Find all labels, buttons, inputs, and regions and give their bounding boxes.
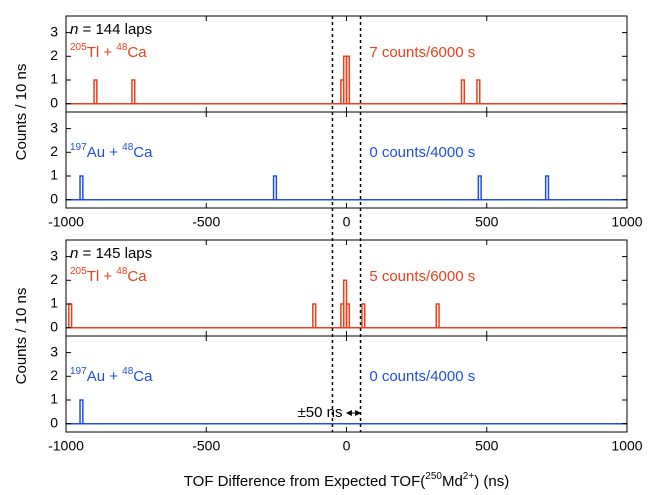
y-tick-label: 2 — [50, 271, 58, 287]
text-part: Au + — [87, 368, 122, 385]
text-part: Tl + — [87, 268, 117, 285]
text-part: 205 — [70, 266, 87, 277]
panel: 0 1 2 3 -1000 -500 0 500 1000 197Au + 48Ca 0 count… — [48, 111, 643, 230]
histogram-bin — [312, 303, 317, 328]
x-tick-label: 0 — [343, 438, 351, 454]
text-part: n — [70, 245, 78, 262]
x-tick-label: 1000 — [611, 214, 642, 230]
histogram-bin — [79, 175, 84, 200]
annotation-label: ±50 ns — [298, 404, 343, 421]
y-tick-label: 0 — [50, 94, 58, 110]
y-tick-label: 3 — [50, 119, 58, 135]
x-tick-label: 500 — [475, 438, 499, 454]
histogram-bin — [93, 79, 98, 104]
text-part: 197 — [70, 366, 87, 377]
histogram-bin — [345, 303, 351, 328]
y-tick-label: 3 — [50, 23, 58, 39]
y-axis-title: Counts / 10 ns — [13, 288, 30, 385]
panel: 0 1 2 3 -1000 -500 0 500 1000 197Au + 48Ca 0 count… — [48, 335, 643, 454]
y-tick-label: 2 — [50, 143, 58, 159]
y-tick-label: 3 — [50, 343, 58, 359]
count-label: 0 counts/4000 s — [369, 368, 475, 385]
histogram-bin — [361, 303, 366, 328]
y-tick-label: 1 — [50, 295, 58, 311]
laps-label: n = 145 laps — [70, 245, 152, 262]
text-part: Ca — [127, 268, 147, 285]
histogram-bin — [131, 79, 136, 104]
histogram-bin — [79, 399, 84, 424]
text-part: 48 — [116, 266, 128, 277]
histogram-bin — [476, 79, 481, 104]
text-part: 250 — [425, 471, 442, 482]
histogram-bin — [460, 79, 466, 104]
y-tick-label: 0 — [50, 190, 58, 206]
histogram-bin — [345, 55, 351, 104]
histogram-bin — [544, 175, 550, 200]
laps-label: n = 144 laps — [70, 21, 152, 38]
text-part: 48 — [116, 42, 128, 53]
text-part: Ca — [133, 368, 153, 385]
y-tick-label: 0 — [50, 414, 58, 430]
text-part: = 145 laps — [78, 245, 152, 262]
count-label: 0 counts/4000 s — [369, 144, 475, 161]
text-part: Ca — [133, 144, 153, 161]
y-tick-label: 1 — [50, 71, 58, 87]
x-tick-label: -1000 — [48, 438, 84, 454]
x-tick-label: -500 — [192, 214, 220, 230]
reaction-label: 197Au + 48Ca — [70, 142, 153, 161]
text-part: ) (ns) — [474, 473, 509, 490]
text-part: Tl + — [87, 44, 117, 61]
histogram-bin — [435, 303, 440, 328]
text-part: Au + — [87, 144, 122, 161]
text-part: Md — [442, 473, 463, 490]
x-tick-label: 1000 — [611, 438, 642, 454]
y-axis-title: Counts / 10 ns — [13, 64, 30, 161]
count-label: 5 counts/6000 s — [369, 268, 475, 285]
y-tick-label: 1 — [50, 167, 58, 183]
x-tick-label: 500 — [475, 214, 499, 230]
text-part: TOF Difference from Expected TOF( — [184, 473, 425, 490]
text-part: = 144 laps — [78, 21, 152, 38]
y-tick-label: 2 — [50, 47, 58, 63]
histogram-bin — [272, 175, 278, 200]
x-axis-title: TOF Difference from Expected TOF(250Md2+… — [184, 471, 509, 490]
text-part: 2+ — [463, 471, 475, 482]
y-tick-label: 0 — [50, 318, 58, 334]
reaction-label: 205Tl + 48Ca — [70, 266, 147, 285]
histogram-bin — [68, 303, 73, 328]
x-tick-label: 0 — [343, 214, 351, 230]
text-part: 48 — [122, 366, 134, 377]
x-tick-label: -500 — [192, 438, 220, 454]
y-tick-label: 1 — [50, 391, 58, 407]
text-part: 205 — [70, 42, 87, 53]
reaction-label: 197Au + 48Ca — [70, 366, 153, 385]
text-part: 48 — [122, 142, 134, 153]
text-part: n — [70, 21, 78, 38]
histogram-bin — [477, 175, 482, 200]
x-tick-label: -1000 — [48, 214, 84, 230]
y-tick-label: 3 — [50, 247, 58, 263]
count-label: 7 counts/6000 s — [369, 44, 475, 61]
y-tick-label: 2 — [50, 367, 58, 383]
reaction-label: 205Tl + 48Ca — [70, 42, 147, 61]
text-part: Ca — [127, 44, 147, 61]
text-part: 197 — [70, 142, 87, 153]
